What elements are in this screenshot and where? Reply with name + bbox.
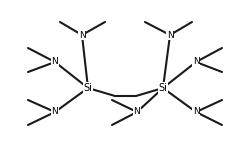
Text: N: N — [134, 108, 140, 117]
Text: N: N — [52, 108, 59, 117]
Text: N: N — [166, 31, 173, 40]
Text: Si: Si — [158, 83, 168, 93]
Text: N: N — [192, 108, 200, 117]
Text: N: N — [52, 57, 59, 67]
Text: Si: Si — [84, 83, 92, 93]
Text: N: N — [192, 57, 200, 67]
Text: N: N — [78, 31, 86, 40]
